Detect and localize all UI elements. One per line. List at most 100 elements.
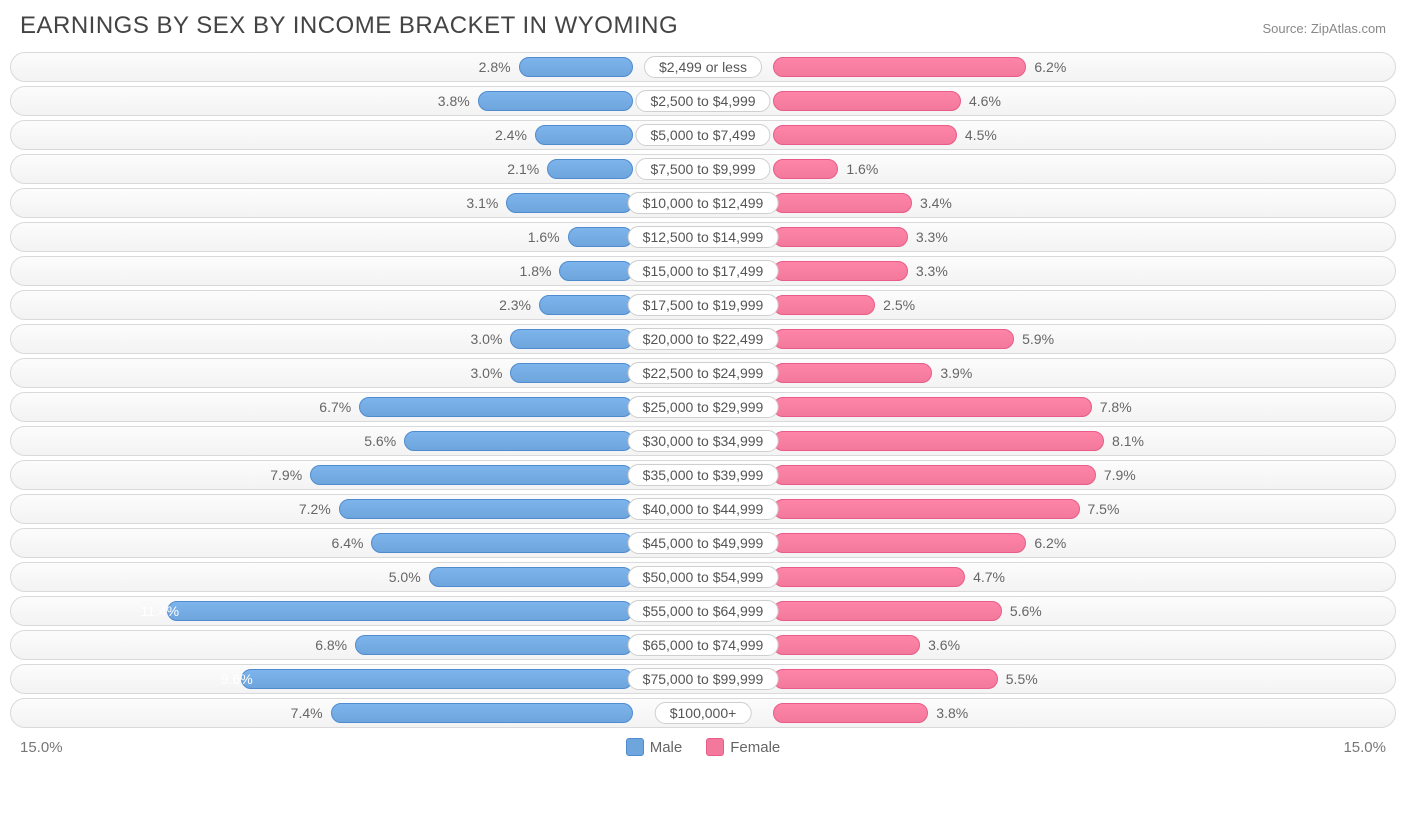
- chart-row: $22,500 to $24,999 3.0% 3.9%: [10, 358, 1396, 388]
- female-value: 4.5%: [965, 127, 997, 143]
- chart-body: $2,499 or less2.8%6.2%$2,500 to $4,9993.…: [0, 48, 1406, 728]
- male-value: 1.8%: [520, 263, 552, 279]
- bracket-label: $55,000 to $64,999: [628, 600, 779, 622]
- chart-row: $55,000 to $64,999 11.4% 5.6%: [10, 596, 1396, 626]
- chart-row: $12,500 to $14,999 1.6% 3.3%: [10, 222, 1396, 252]
- female-bar: [773, 567, 965, 587]
- bracket-label: $12,500 to $14,999: [628, 226, 779, 248]
- male-value: 3.1%: [466, 195, 498, 211]
- male-value: 7.4%: [291, 705, 323, 721]
- chart-title: EARNINGS BY SEX BY INCOME BRACKET IN WYO…: [20, 12, 678, 40]
- chart-row: $35,000 to $39,999 7.9% 7.9%: [10, 460, 1396, 490]
- female-bar: [773, 431, 1104, 451]
- female-bar: [773, 601, 1002, 621]
- bracket-label: $7,500 to $9,999: [635, 158, 770, 180]
- bracket-label: $75,000 to $99,999: [628, 668, 779, 690]
- male-bar: [339, 499, 633, 519]
- female-bar: [773, 295, 875, 315]
- legend-female-label: Female: [730, 739, 780, 756]
- female-bar: [773, 329, 1014, 349]
- male-value: 5.6%: [364, 433, 396, 449]
- female-bar: [773, 363, 932, 383]
- source-label: Source: ZipAtlas.com: [1262, 21, 1386, 36]
- female-bar: [773, 227, 908, 247]
- female-bar: [773, 669, 998, 689]
- male-bar: [404, 431, 633, 451]
- female-bar: [773, 125, 957, 145]
- female-value: 3.3%: [916, 229, 948, 245]
- axis-left-max: 15.0%: [20, 739, 63, 756]
- male-value: 6.7%: [319, 399, 351, 415]
- legend-male: Male: [626, 738, 683, 756]
- male-value: 6.4%: [332, 535, 364, 551]
- male-value: 3.0%: [470, 331, 502, 347]
- male-bar: [241, 669, 633, 689]
- legend: Male Female: [626, 738, 781, 756]
- female-value: 6.2%: [1034, 535, 1066, 551]
- male-value: 7.9%: [270, 467, 302, 483]
- bracket-label: $50,000 to $54,999: [628, 566, 779, 588]
- legend-male-swatch: [626, 738, 644, 756]
- male-value: 3.0%: [470, 365, 502, 381]
- male-value: 2.1%: [507, 161, 539, 177]
- female-bar: [773, 397, 1092, 417]
- female-value: 3.9%: [940, 365, 972, 381]
- male-bar: [510, 363, 633, 383]
- bracket-label: $45,000 to $49,999: [628, 532, 779, 554]
- chart-row: $17,500 to $19,9992.3%2.5%: [10, 290, 1396, 320]
- chart-row: $40,000 to $44,9997.2%7.5%: [10, 494, 1396, 524]
- female-value: 6.2%: [1034, 59, 1066, 75]
- female-bar: [773, 533, 1026, 553]
- female-bar: [773, 159, 838, 179]
- chart-row: $25,000 to $29,999 6.7% 7.8%: [10, 392, 1396, 422]
- chart-row: $2,500 to $4,9993.8%4.6%: [10, 86, 1396, 116]
- male-bar: [510, 329, 633, 349]
- female-bar: [773, 91, 961, 111]
- bracket-label: $15,000 to $17,499: [628, 260, 779, 282]
- bracket-label: $65,000 to $74,999: [628, 634, 779, 656]
- chart-row: $15,000 to $17,4991.8%3.3%: [10, 256, 1396, 286]
- bracket-label: $25,000 to $29,999: [628, 396, 779, 418]
- female-bar: [773, 261, 908, 281]
- male-bar: [478, 91, 633, 111]
- female-value: 7.8%: [1100, 399, 1132, 415]
- female-value: 7.5%: [1088, 501, 1120, 517]
- male-bar: [547, 159, 633, 179]
- female-value: 8.1%: [1112, 433, 1144, 449]
- chart-row: $5,000 to $7,4992.4%4.5%: [10, 120, 1396, 150]
- female-value: 5.6%: [1010, 603, 1042, 619]
- header: EARNINGS BY SEX BY INCOME BRACKET IN WYO…: [0, 0, 1406, 48]
- axis-right-max: 15.0%: [1343, 739, 1386, 756]
- female-value: 7.9%: [1104, 467, 1136, 483]
- chart-row: $45,000 to $49,999 6.4% 6.2%: [10, 528, 1396, 558]
- male-value: 2.3%: [499, 297, 531, 313]
- male-bar: [331, 703, 633, 723]
- male-bar: [310, 465, 633, 485]
- male-bar: [359, 397, 633, 417]
- bracket-label: $22,500 to $24,999: [628, 362, 779, 384]
- chart-row: $75,000 to $99,9999.6%5.5%: [10, 664, 1396, 694]
- bracket-label: $100,000+: [655, 702, 752, 724]
- female-value: 5.5%: [1006, 671, 1038, 687]
- male-bar: [519, 57, 633, 77]
- legend-female: Female: [706, 738, 780, 756]
- female-value: 5.9%: [1022, 331, 1054, 347]
- male-bar: [355, 635, 633, 655]
- chart-row: $100,000+7.4%3.8%: [10, 698, 1396, 728]
- female-bar: [773, 703, 928, 723]
- female-value: 4.6%: [969, 93, 1001, 109]
- male-value: 6.8%: [315, 637, 347, 653]
- male-value: 11.4%: [140, 603, 179, 619]
- chart-row: $7,500 to $9,9992.1%1.6%: [10, 154, 1396, 184]
- female-bar: [773, 499, 1080, 519]
- bracket-label: $30,000 to $34,999: [628, 430, 779, 452]
- bracket-label: $35,000 to $39,999: [628, 464, 779, 486]
- male-value: 3.8%: [438, 93, 470, 109]
- chart-row: $65,000 to $74,999 6.8% 3.6%: [10, 630, 1396, 660]
- female-bar: [773, 193, 912, 213]
- female-value: 3.6%: [928, 637, 960, 653]
- chart-row: $2,499 or less2.8%6.2%: [10, 52, 1396, 82]
- chart-row: $20,000 to $22,4993.0%5.9%: [10, 324, 1396, 354]
- bracket-label: $40,000 to $44,999: [628, 498, 779, 520]
- male-value: 1.6%: [528, 229, 560, 245]
